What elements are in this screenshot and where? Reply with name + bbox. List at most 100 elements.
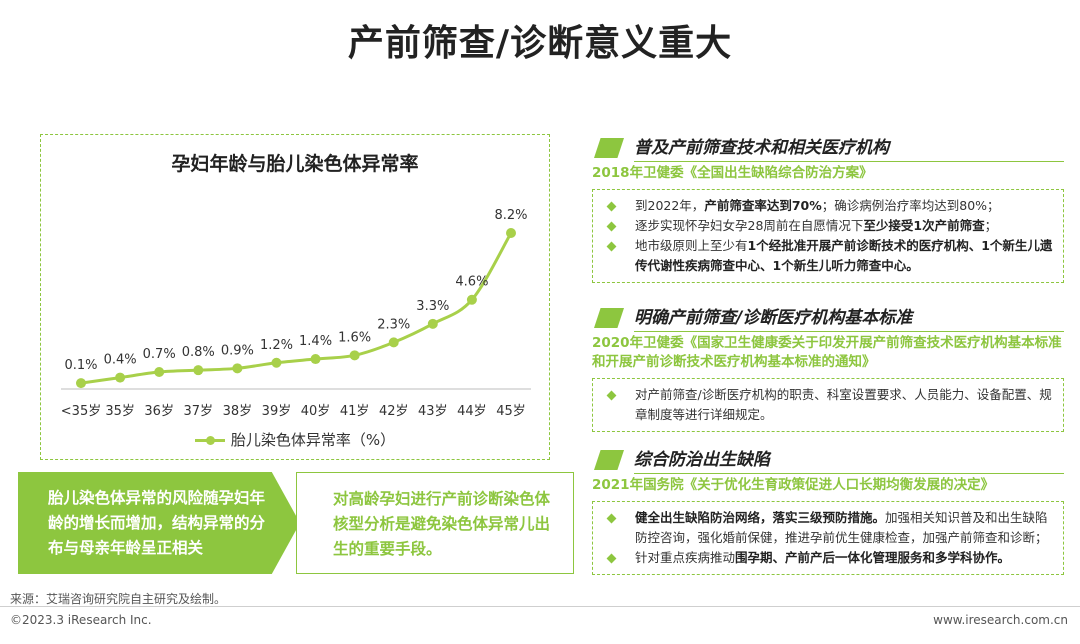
bullet-text-part: 逐步实现怀孕妇女孕28周前在自愿情况下 (635, 218, 864, 233)
bullet-text: 对产前筛查/诊断医疗机构的职责、科室设置要求、人员能力、设备配置、规章制度等进行… (635, 385, 1053, 425)
bullet-text-part: 针对重点疾病推动 (635, 550, 736, 565)
data-point (466, 294, 477, 305)
x-tick-label: 44岁 (457, 404, 487, 419)
data-point (349, 350, 360, 361)
diamond-bullet-icon (606, 221, 617, 232)
bullet-text-part: ；确诊病例治疗率均达到80%； (821, 198, 1000, 213)
section-title: 明确产前筛查/诊断医疗机构基本标准 (634, 308, 913, 328)
x-tick-label: 37岁 (183, 404, 213, 419)
bullet-text: 健全出生缺陷防治网络，落实三级预防措施。加强相关知识普及和出生缺陷防控咨询，强化… (635, 508, 1053, 548)
section-policy: 2020年卫健委《国家卫生健康委关于印发开展产前筛查技术医疗机构基本标准和开展产… (592, 335, 1062, 370)
data-point (506, 228, 516, 238)
data-label: 1.6% (338, 330, 371, 345)
data-point (388, 337, 399, 348)
chart-legend: 胎儿染色体异常率（%） (41, 431, 549, 449)
source-note: 来源：艾瑞咨询研究院自主研究及绘制。 (10, 592, 227, 606)
section-underline (634, 473, 1064, 474)
bullet-text-part: 地市级原则上至少有 (635, 238, 748, 253)
bullet-text: 地市级原则上至少有1个经批准开展产前诊断技术的医疗机构、1个新生儿遗传代谢性疾病… (635, 236, 1053, 276)
section-underline (634, 161, 1064, 162)
section-flag-icon (594, 450, 624, 470)
x-tick-label: 39岁 (262, 404, 292, 419)
bullet-item: 针对重点疾病推动围孕期、产前产后一体化管理服务和多学科协作。 (605, 548, 1053, 568)
bullet-text-strong: 1个经批准开展产前诊断技术的医疗机构、1个新生儿遗传代谢性疾病筛查中心、1个新生… (635, 238, 1053, 273)
data-label: 1.4% (299, 334, 332, 349)
x-tick-label: 43岁 (418, 404, 448, 419)
section-bullets: 对产前筛查/诊断医疗机构的职责、科室设置要求、人员能力、设备配置、规章制度等进行… (592, 378, 1064, 432)
section-flag-icon (594, 138, 624, 158)
section-header: 综合防治出生缺陷 (592, 448, 1064, 474)
copyright: ©2023.3 iResearch Inc. (10, 613, 152, 627)
data-point (271, 357, 282, 368)
section-flag-icon (594, 308, 624, 328)
data-point (154, 367, 165, 378)
bullet-item: 地市级原则上至少有1个经批准开展产前诊断技术的医疗机构、1个新生儿遗传代谢性疾病… (605, 236, 1053, 276)
bullet-text: 到2022年，产前筛查率达到70%；确诊病例治疗率均达到80%； (635, 196, 1053, 216)
page-title: 产前筛查/诊断意义重大 (347, 23, 733, 64)
diamond-bullet-icon (606, 201, 617, 212)
section-header: 普及产前筛查技术和相关医疗机构 (592, 136, 1064, 162)
conclusion-diagnosis: 对高龄孕妇进行产前诊断染色体核型分析是避免染色体异常儿出生的重要手段。 (296, 472, 574, 574)
section-policy: 2021年国务院《关于优化生育政策促进人口长期均衡发展的决定》 (592, 477, 995, 493)
bullet-text-strong: 健全出生缺陷防治网络，落实三级预防措施。 (635, 510, 886, 525)
data-label: 4.6% (455, 275, 488, 290)
bullet-text: 针对重点疾病推动围孕期、产前产后一体化管理服务和多学科协作。 (635, 548, 1053, 568)
section-bullets: 健全出生缺陷防治网络，落实三级预防措施。加强相关知识普及和出生缺陷防控咨询，强化… (592, 501, 1064, 575)
website-link[interactable]: www.iresearch.com.cn (933, 613, 1068, 627)
line-chart: 0.1% <35岁 0.4% 35岁 0.7% 36岁 0.8% 37岁 0.9% 38岁 1.2%… (61, 208, 531, 419)
diamond-bullet-icon (606, 241, 617, 252)
section-title: 普及产前筛查技术和相关医疗机构 (634, 138, 889, 158)
bullet-item: 对产前筛查/诊断医疗机构的职责、科室设置要求、人员能力、设备配置、规章制度等进行… (605, 385, 1053, 425)
data-label: 2.3% (377, 317, 410, 332)
section-standards: 明确产前筛查/诊断医疗机构基本标准 2020年卫健委《国家卫生健康委关于印发开展… (592, 306, 1064, 432)
section-policy: 2018年卫健委《全国出生缺陷综合防治方案》 (592, 165, 873, 181)
diamond-bullet-icon (606, 390, 617, 401)
diamond-bullet-icon (606, 553, 617, 564)
bullet-text: 逐步实现怀孕妇女孕28周前在自愿情况下至少接受1次产前筛查； (635, 216, 1053, 236)
legend-line-marker (194, 435, 225, 445)
data-point (232, 363, 243, 374)
section-header: 明确产前筛查/诊断医疗机构基本标准 (592, 306, 1064, 332)
data-label: 0.7% (143, 347, 176, 362)
data-label: 1.2% (260, 338, 293, 353)
bullet-text-part: 到2022年， (635, 198, 705, 213)
bullet-text-strong: 围孕期、产前产后一体化管理服务和多学科协作。 (735, 550, 1011, 565)
data-point (193, 365, 204, 376)
data-point (427, 318, 438, 329)
bullet-text-part: ； (984, 218, 998, 233)
conclusion-risk: 胎儿染色体异常的风险随孕妇年龄的增长而增加，结构异常的分布与母亲年龄呈正相关 (18, 472, 300, 574)
data-label: 3.3% (416, 299, 449, 314)
x-tick-label: 40岁 (301, 404, 331, 419)
bullet-item: 逐步实现怀孕妇女孕28周前在自愿情况下至少接受1次产前筛查； (605, 216, 1053, 236)
section-popularize: 普及产前筛查技术和相关医疗机构 2018年卫健委《全国出生缺陷综合防治方案》 到… (592, 136, 1064, 283)
data-point (310, 354, 321, 365)
x-tick-label: 45岁 (496, 404, 526, 419)
x-tick-label: 35岁 (105, 404, 135, 419)
bullet-text-part: 加强相关知识普及和出生缺陷防控咨询，强化婚前保健，推进孕前优生健康检查，加强产前… (635, 510, 1048, 545)
chart-title: 孕妇年龄与胎儿染色体异常率 (171, 153, 419, 175)
data-label: 0.8% (182, 345, 215, 360)
data-label: 0.9% (221, 343, 254, 358)
x-tick-label: 38岁 (223, 404, 253, 419)
bullet-text-strong: 产前筛查率达到70% (704, 198, 822, 213)
section-title: 综合防治出生缺陷 (634, 450, 770, 470)
bullet-item: 到2022年，产前筛查率达到70%；确诊病例治疗率均达到80%； (605, 196, 1053, 216)
section-underline (634, 331, 1064, 332)
data-label: 0.1% (64, 358, 97, 373)
x-tick-label: 42岁 (379, 404, 409, 419)
legend-label: 胎儿染色体异常率（%） (230, 431, 396, 449)
bullet-text-strong: 至少接受1次产前筛查 (863, 218, 985, 233)
bullet-item: 健全出生缺陷防治网络，落实三级预防措施。加强相关知识普及和出生缺陷防控咨询，强化… (605, 508, 1053, 548)
data-point (76, 378, 86, 389)
footer-divider (0, 606, 1080, 607)
section-bullets: 到2022年，产前筛查率达到70%；确诊病例治疗率均达到80%； 逐步实现怀孕妇女… (592, 189, 1064, 283)
data-label: 0.4% (104, 353, 137, 368)
x-tick-label: 36岁 (144, 404, 174, 419)
diamond-bullet-icon (606, 513, 617, 524)
bullet-text-part: 对产前筛查/诊断医疗机构的职责、科室设置要求、人员能力、设备配置、规章制度等进行… (635, 387, 1052, 422)
data-point (115, 372, 126, 383)
x-tick-label: <35岁 (61, 404, 101, 419)
data-label: 8.2% (494, 208, 527, 223)
chart-panel: 孕妇年龄与胎儿染色体异常率 0.1% <35岁 0.4% 35岁 0.7% 36岁 0.8%… (40, 134, 550, 460)
section-prevention: 综合防治出生缺陷 2021年国务院《关于优化生育政策促进人口长期均衡发展的决定》… (592, 448, 1064, 575)
